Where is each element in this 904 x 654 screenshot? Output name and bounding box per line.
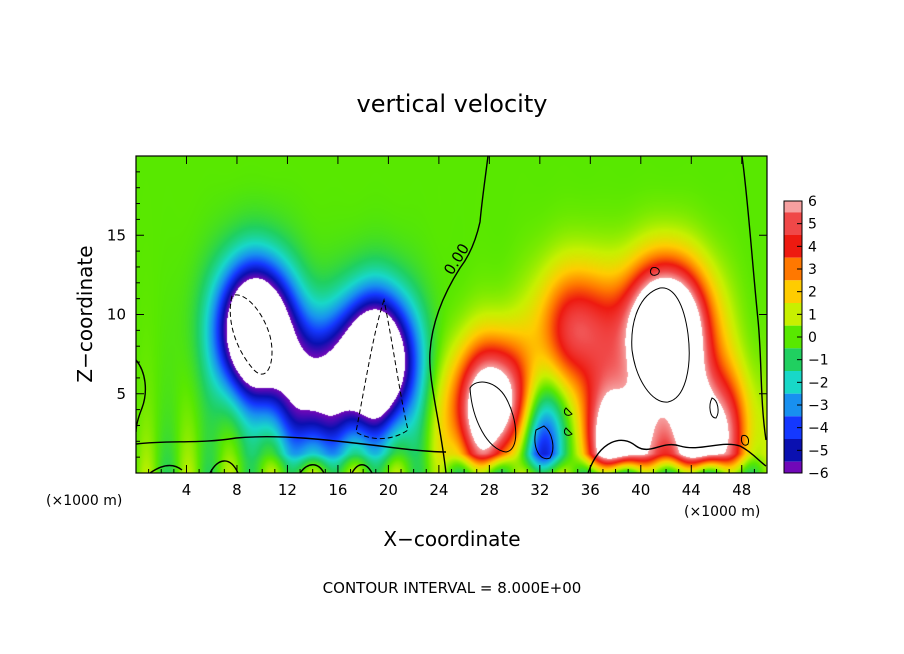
y-tick-label: 10	[107, 306, 126, 324]
zero-contour	[136, 436, 447, 453]
colorbar-label: 0	[808, 330, 817, 346]
x-tick-label: 16	[328, 481, 347, 499]
velocity-heatmap	[136, 156, 767, 473]
colorbar-swatch	[784, 280, 802, 303]
x-axis-ticks: 4 8 12 16 20 24 28 32 36 40 44 48	[148, 156, 755, 499]
positive-contour	[469, 381, 517, 453]
colorbar-label: 2	[808, 285, 817, 301]
x-tick-label: 40	[631, 481, 650, 499]
x-tick-label: 20	[379, 481, 398, 499]
chart-title: vertical velocity	[357, 90, 548, 118]
negative-contour	[229, 294, 273, 375]
colorbar-label: −1	[808, 353, 829, 369]
colorbar-swatch	[784, 303, 802, 326]
contour-lines	[136, 156, 767, 473]
colorbar-label: −6	[808, 466, 829, 482]
x-axis-label: X−coordinate	[383, 527, 520, 551]
colorbar-swatch	[784, 201, 802, 213]
colorbar-swatch	[784, 371, 802, 394]
colorbar-swatch	[784, 393, 802, 417]
plot-area: 0.00	[135, 155, 768, 474]
colorbar-label: 1	[808, 307, 817, 323]
x-tick-label: 36	[581, 481, 600, 499]
x-tick-label: 44	[682, 481, 701, 499]
x-tick-label: 8	[232, 481, 242, 499]
x-tick-label: 32	[530, 481, 549, 499]
colorbar-label: −3	[808, 398, 829, 414]
positive-contour	[631, 287, 690, 403]
colorbar-swatch	[784, 461, 802, 473]
colorbar-label: 6	[808, 194, 817, 210]
colorbar-swatch	[784, 439, 802, 462]
colorbar-label: −5	[808, 443, 829, 459]
x-tick-label: 4	[182, 481, 192, 499]
colorbar-swatch	[784, 257, 802, 281]
zero-contour	[429, 156, 489, 473]
y-tick-label: 5	[116, 385, 126, 403]
colorbar-swatch	[784, 325, 802, 349]
positive-contour	[709, 397, 719, 419]
contour-interval-note: CONTOUR INTERVAL = 8.000E+00	[323, 579, 582, 597]
x-unit-left: (×1000 m)	[46, 493, 122, 509]
positive-contour	[741, 435, 749, 446]
colorbar-swatch	[784, 416, 802, 439]
colorbar-swatch	[784, 235, 802, 258]
y-axis-ticks: 5 10 15	[107, 171, 767, 458]
colorbar-label: 4	[808, 239, 817, 255]
x-tick-label: 12	[278, 481, 297, 499]
x-tick-label: 24	[429, 481, 448, 499]
colorbar-label: −2	[808, 375, 829, 391]
x-tick-label: 28	[480, 481, 499, 499]
negative-contour	[355, 298, 409, 439]
negative-contour	[534, 425, 554, 460]
y-axis-label: Z−coordinate	[73, 245, 97, 382]
colorbar: 6 5 4 3 2 1 0 −1 −2 −3 −4 −5 −6	[783, 194, 829, 482]
colorbar-swatch	[784, 348, 802, 371]
colorbar-label: 3	[808, 262, 817, 278]
zero-contour	[741, 156, 767, 441]
negative-contour	[563, 407, 573, 436]
colorbar-label: 5	[808, 217, 817, 233]
x-tick-label: 48	[732, 481, 751, 499]
y-tick-label: 15	[107, 226, 126, 244]
x-unit-right: (×1000 m)	[684, 504, 760, 520]
zero-contour	[587, 439, 767, 473]
zero-contour	[149, 460, 373, 473]
colorbar-label: −4	[808, 421, 829, 437]
colorbar-swatch	[784, 212, 802, 235]
positive-contour	[649, 267, 660, 276]
